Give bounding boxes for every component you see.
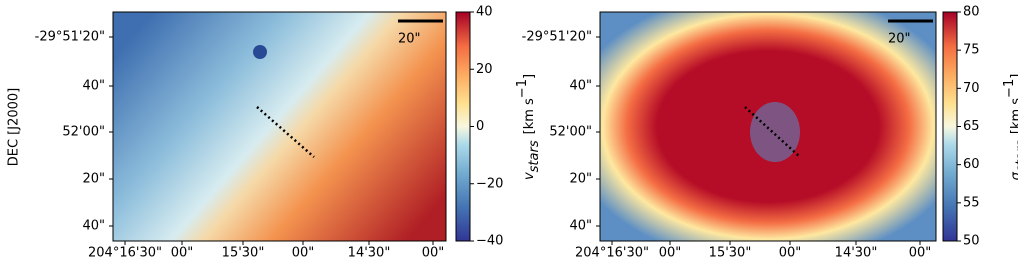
- colorbar-label-exponent: −1: [1002, 79, 1017, 98]
- scale-bar-label: 20": [888, 32, 911, 47]
- y-tick-label: 40": [82, 79, 105, 94]
- x-tick-label: 15'30": [222, 246, 265, 261]
- colorbar-label-exponent: −1: [515, 79, 530, 98]
- x-tick-label: 00": [779, 246, 802, 261]
- colorbar-label-unit: [km s: [522, 98, 537, 134]
- x-tick-label: 00": [292, 246, 315, 261]
- colorbar-label-close: ]: [522, 74, 537, 79]
- colorbar-tick-label: 75: [963, 43, 980, 58]
- colorbar: [456, 12, 470, 241]
- colorbar-tick-label: −20: [476, 176, 503, 191]
- colorbar-tick-label: 60: [963, 157, 980, 172]
- y-tick-label: 40": [82, 219, 105, 234]
- x-tick-label: 204°16'30": [575, 246, 649, 261]
- y-tick-label: 52'00": [549, 125, 592, 140]
- colorbar-label: vstars[km s−1]: [515, 74, 542, 180]
- core: [750, 102, 800, 162]
- colorbar-tick-label: 70: [963, 81, 980, 96]
- y-tick-label: 52'00": [62, 125, 105, 140]
- colorbar-label-subscript: stars: [1014, 140, 1018, 172]
- colorbar-tick-label: 0: [476, 119, 484, 134]
- x-tick-label: 00": [171, 246, 194, 261]
- x-tick-label: 14'30": [348, 246, 391, 261]
- colorbar-label: σstars[km s−1]: [1002, 74, 1018, 181]
- colorbar-tick-label: 65: [963, 119, 980, 134]
- y-tick-label: -29°51'20": [522, 30, 592, 45]
- map-image: [113, 12, 446, 241]
- colorbar-tick-label: 20: [476, 62, 493, 77]
- colorbar-tick-label: −40: [476, 234, 503, 249]
- colorbar-tick-label: 55: [963, 195, 980, 210]
- y-tick-label: 20": [82, 172, 105, 187]
- colorbar-tick-label: 40: [476, 5, 493, 20]
- y-tick-label: 40": [569, 219, 592, 234]
- colorbar-label-unit: [km s: [1009, 98, 1018, 134]
- colorbar-label-close: ]: [1009, 74, 1018, 79]
- x-tick-label: 15'30": [709, 246, 752, 261]
- y-tick-label: 40": [569, 79, 592, 94]
- y-tick-label: 20": [569, 172, 592, 187]
- x-tick-label: 14'30": [835, 246, 878, 261]
- colorbar: [943, 12, 957, 241]
- colorbar-label-subscript: stars: [527, 140, 542, 172]
- x-tick-label: 00": [909, 246, 932, 261]
- x-tick-label: 00": [422, 246, 445, 261]
- y-tick-label: -29°51'20": [35, 30, 105, 45]
- colorbar-tick-label: 50: [963, 234, 980, 249]
- scale-bar-label: 20": [398, 32, 421, 47]
- x-tick-label: 00": [659, 246, 682, 261]
- x-tick-label: 204°16'30": [88, 246, 162, 261]
- y-axis-label: DEC [J2000]: [7, 88, 22, 167]
- blob: [253, 45, 267, 59]
- colorbar-tick-label: 80: [963, 5, 980, 20]
